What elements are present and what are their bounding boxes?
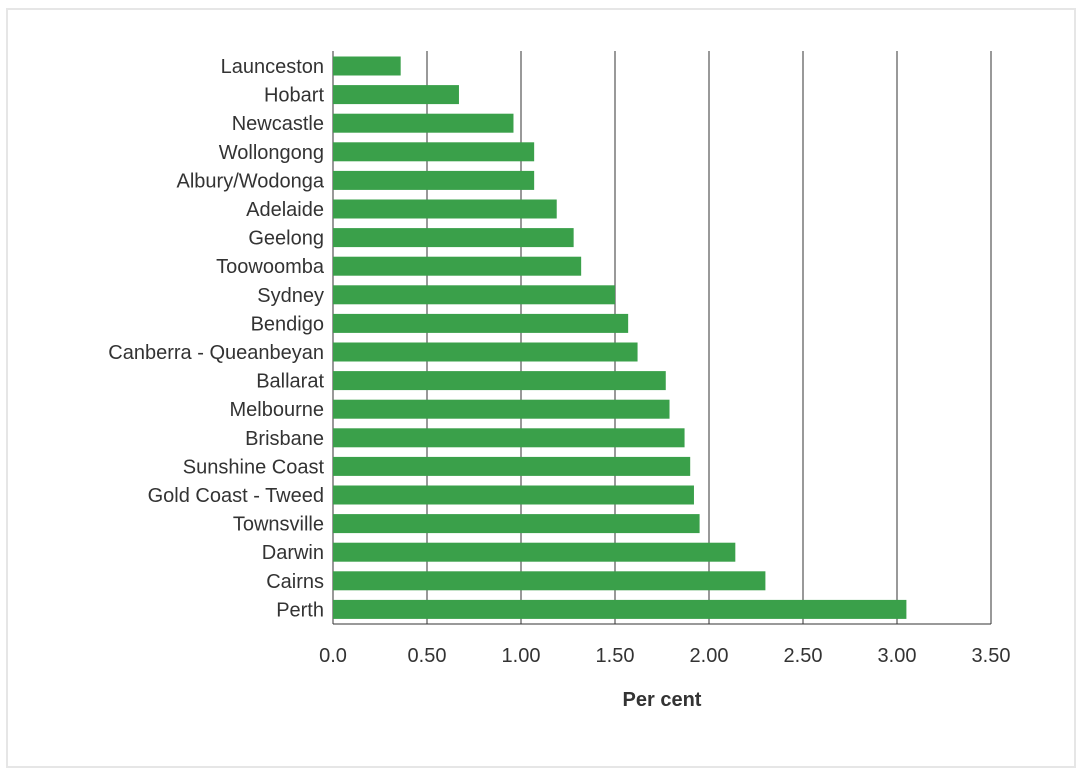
category-label: Sunshine Coast xyxy=(183,456,325,478)
bar xyxy=(333,113,514,133)
bar xyxy=(333,85,459,105)
x-tick-label: 1.50 xyxy=(596,645,635,667)
bar xyxy=(333,256,582,276)
category-label: Hobart xyxy=(264,85,324,107)
category-label: Gold Coast - Tweed xyxy=(148,485,324,507)
category-label: Sydney xyxy=(257,285,324,307)
category-label: Perth xyxy=(276,599,324,621)
x-tick-label: 2.00 xyxy=(690,645,729,667)
bar xyxy=(333,56,401,76)
category-label: Canberra - Queanbeyan xyxy=(108,342,324,364)
bar xyxy=(333,456,691,476)
category-label: Launceston xyxy=(221,56,324,78)
x-tick-label: 0.0 xyxy=(319,645,347,667)
bar xyxy=(333,542,736,562)
x-tick-label: 1.00 xyxy=(502,645,541,667)
bar xyxy=(333,514,700,534)
bar xyxy=(333,371,666,391)
category-label: Melbourne xyxy=(229,399,324,421)
bar xyxy=(333,599,907,619)
category-label: Albury/Wodonga xyxy=(177,170,325,192)
x-axis-label: Per cent xyxy=(623,689,702,711)
category-label: Cairns xyxy=(266,571,324,593)
category-label: Toowoomba xyxy=(216,256,325,278)
bar xyxy=(333,170,535,190)
bar xyxy=(333,142,535,162)
bar xyxy=(333,399,670,419)
category-label: Bendigo xyxy=(251,313,324,335)
x-tick-label: 3.00 xyxy=(878,645,917,667)
bar xyxy=(333,228,574,248)
bar xyxy=(333,313,629,333)
bar xyxy=(333,199,557,219)
category-label: Geelong xyxy=(248,228,324,250)
category-label: Darwin xyxy=(262,542,324,564)
category-label: Brisbane xyxy=(245,428,324,450)
category-label: Newcastle xyxy=(232,113,324,135)
bar xyxy=(333,428,685,448)
bar-chart: Launceston Hobart Newcastle Wollongong Albur… xyxy=(108,51,1010,711)
bar xyxy=(333,285,615,305)
x-tick-label: 3.50 xyxy=(972,645,1011,667)
category-labels: Launceston Hobart Newcastle Wollongong Albur… xyxy=(108,56,325,621)
category-label: Ballarat xyxy=(256,371,324,393)
bar xyxy=(333,485,694,505)
x-tick-label: 0.50 xyxy=(408,645,447,667)
category-label: Wollongong xyxy=(219,142,324,164)
bar xyxy=(333,571,766,591)
gridlines xyxy=(332,51,992,625)
category-label: Townsville xyxy=(233,514,324,536)
category-label: Adelaide xyxy=(246,199,324,221)
bars xyxy=(333,56,907,619)
x-tick-labels: 0.0 0.50 1.00 1.50 2.00 2.50 3.00 3.50 xyxy=(319,645,1010,667)
x-tick-label: 2.50 xyxy=(784,645,823,667)
bar xyxy=(333,342,638,362)
